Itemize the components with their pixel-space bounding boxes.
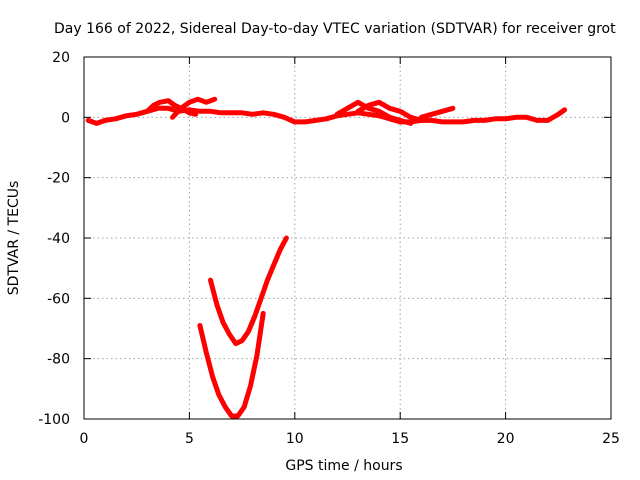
x-tick-label: 5 bbox=[185, 431, 194, 447]
x-tick-label: 0 bbox=[80, 431, 89, 447]
series-line-8 bbox=[208, 235, 289, 347]
series-line-7 bbox=[197, 310, 266, 419]
x-tick-label: 25 bbox=[602, 431, 620, 447]
x-tick-label: 15 bbox=[391, 431, 409, 447]
plot-frame bbox=[83, 56, 612, 420]
y-tick-label: 0 bbox=[61, 110, 70, 126]
series-line-4 bbox=[334, 99, 414, 126]
x-tick-label: 20 bbox=[497, 431, 515, 447]
y-axis-title: SDTVAR / TECUs bbox=[6, 181, 22, 296]
series-line-5 bbox=[355, 99, 424, 123]
x-axis-title: GPS time / hours bbox=[285, 458, 402, 474]
y-tick-label: -100 bbox=[38, 412, 70, 428]
series-line-2 bbox=[144, 98, 199, 117]
series-line-6 bbox=[418, 105, 456, 120]
y-tick-label: 20 bbox=[52, 50, 70, 66]
x-tick-label: 10 bbox=[286, 431, 304, 447]
y-tick-label: -20 bbox=[47, 171, 70, 187]
series-line-3 bbox=[170, 96, 218, 120]
y-tick-label: -80 bbox=[47, 352, 70, 368]
grid-lines bbox=[84, 57, 611, 419]
y-tick-label: -60 bbox=[47, 291, 70, 307]
series-group bbox=[85, 96, 568, 419]
y-tick-label: -40 bbox=[47, 231, 70, 247]
axis-ticks: 0 5 10 15 20 25 -100 -80 -60 -40 -20 0 20 bbox=[38, 50, 620, 447]
chart-title: Day 166 of 2022, Sidereal Day-to-day VTE… bbox=[54, 21, 616, 37]
series-line-1 bbox=[85, 105, 568, 126]
